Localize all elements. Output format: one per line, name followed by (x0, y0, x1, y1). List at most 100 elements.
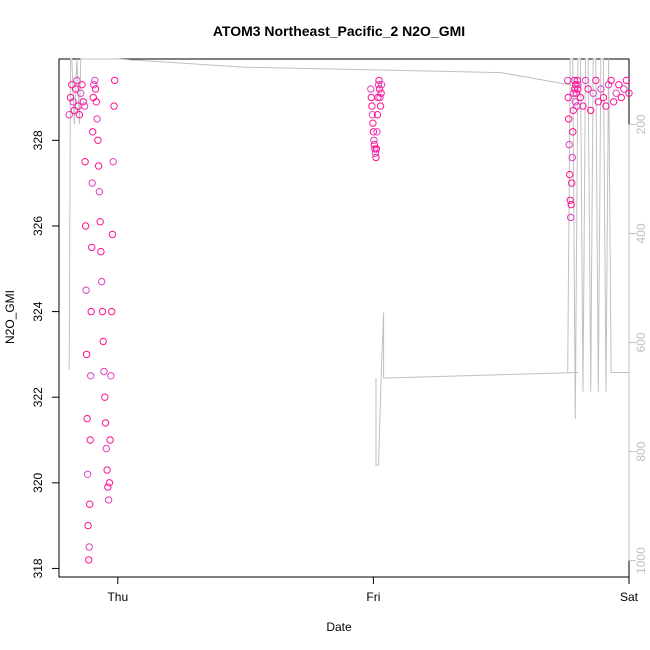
data-point (594, 98, 602, 106)
data-point (566, 196, 574, 205)
y-axis: 318 320 322 324 326 328 (31, 130, 60, 578)
data-point (88, 179, 96, 187)
data-point (98, 307, 107, 316)
data-point (370, 136, 378, 145)
data-point (87, 307, 95, 316)
y-tick-label: 322 (31, 387, 45, 407)
data-point (80, 102, 89, 110)
data-point (612, 89, 620, 97)
data-point (589, 89, 597, 97)
data-point (570, 76, 578, 85)
y-tick-label: 324 (31, 301, 45, 321)
y2-tick-label: 400 (634, 223, 648, 243)
data-point (102, 444, 111, 453)
data-point (574, 81, 582, 89)
data-point (92, 98, 101, 106)
data-point (110, 102, 118, 110)
chart-title: ATOM3 Northeast_Pacific_2 N2O_GMI (213, 23, 465, 39)
data-point (109, 158, 117, 166)
data-point (568, 153, 576, 162)
data-point (565, 140, 573, 149)
data-point (620, 85, 628, 93)
data-point (68, 81, 76, 89)
data-point (89, 128, 97, 136)
y-tick-label: 326 (31, 216, 45, 236)
data-point (91, 85, 100, 93)
data-point (377, 89, 385, 97)
x-tick-label: Fri (366, 590, 380, 604)
data-point (99, 337, 107, 346)
data-point (105, 479, 114, 487)
x-tick-label: Thu (107, 590, 128, 604)
data-point (69, 98, 77, 106)
data-point (93, 115, 101, 123)
x-tick-label: Sat (620, 590, 639, 604)
data-point (107, 372, 115, 380)
data-point (576, 93, 585, 102)
data-point (108, 230, 117, 239)
data-point (599, 93, 608, 102)
data-point (567, 213, 575, 222)
data-point (615, 81, 623, 89)
data-point (584, 85, 592, 93)
data-point (111, 76, 119, 85)
data-point (371, 149, 380, 157)
data-point (569, 106, 577, 115)
data-point (70, 106, 79, 115)
data-point (65, 111, 73, 119)
pressure-line-1 (375, 312, 578, 466)
pressure-line-0 (68, 58, 578, 370)
plot-area-border (58, 58, 630, 578)
data-point (367, 93, 375, 102)
data-point (78, 81, 86, 89)
data-point (91, 76, 99, 85)
data-point (569, 128, 577, 136)
y2-tick-label: 1000 (634, 547, 648, 574)
data-point (572, 81, 580, 89)
data-point (94, 162, 103, 170)
data-point (98, 277, 106, 286)
data-point (376, 102, 385, 110)
data-point (103, 466, 111, 474)
data-point (573, 76, 582, 85)
data-point (566, 170, 574, 179)
y2-tick-label: 800 (634, 441, 648, 461)
data-point (73, 76, 81, 85)
data-point (85, 543, 93, 551)
data-point (94, 136, 102, 145)
data-point (86, 500, 94, 508)
pressure-line-2 (567, 58, 629, 419)
y-tick-label: 318 (31, 558, 45, 578)
data-point (610, 98, 618, 106)
data-point (567, 200, 575, 209)
data-point (370, 140, 379, 149)
data-point (81, 158, 89, 166)
data-point (372, 145, 381, 153)
data-point (373, 111, 382, 119)
data-point (572, 89, 580, 97)
data-point (574, 85, 582, 93)
data-point (84, 521, 92, 530)
data-point (607, 76, 615, 85)
data-point (573, 102, 581, 110)
y2-tick-label: 200 (634, 114, 648, 134)
data-point (617, 93, 625, 102)
y-tick-label: 328 (31, 130, 45, 150)
y2-tick-label: 600 (634, 332, 648, 352)
data-point (79, 98, 88, 106)
data-point (104, 483, 112, 491)
data-point (85, 556, 93, 564)
data-point (368, 111, 377, 119)
data-point (375, 85, 384, 93)
data-point (82, 286, 90, 294)
data-point (597, 85, 605, 93)
data-point (369, 119, 377, 127)
data-points (65, 76, 633, 564)
y-tick-label: 320 (31, 472, 45, 492)
data-point (90, 81, 98, 89)
data-point (86, 436, 94, 444)
data-point (372, 153, 380, 162)
data-point (96, 218, 104, 226)
data-point (87, 372, 95, 380)
